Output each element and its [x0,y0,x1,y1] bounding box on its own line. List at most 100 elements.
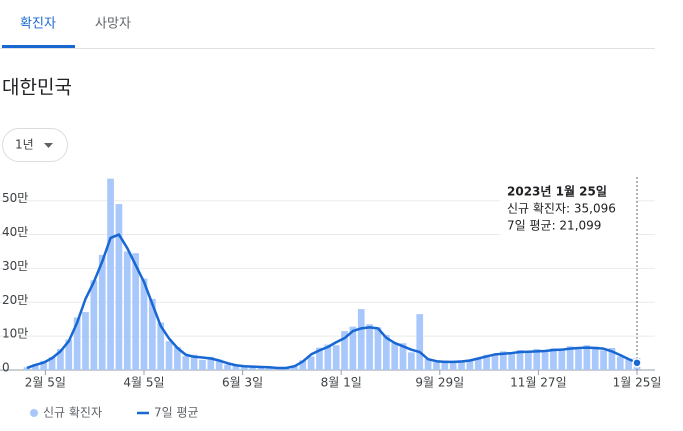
bar [600,350,607,370]
bar [366,324,373,370]
bar [349,326,357,370]
bar [182,356,190,370]
bar [550,348,557,370]
bar [149,298,156,370]
bar [90,280,98,370]
bar [616,356,624,370]
y-tick-label: 10만 [2,327,28,341]
bar [257,366,265,370]
y-tick-label: 0 [2,361,10,375]
y-tick-label: 50만 [2,191,28,205]
bar [132,253,139,370]
dropdown-box[interactable] [2,128,68,162]
bar [499,351,507,370]
x-tick-label: 8월 1일 [321,376,362,390]
bar [558,349,566,370]
line [26,233,638,370]
bar [82,312,89,370]
bar [232,364,240,370]
bar [316,347,323,370]
bar [608,347,616,370]
dropdown-caret[interactable] [44,143,53,148]
bar [566,346,574,370]
bar [249,366,256,370]
bar [215,359,223,370]
legend: 신규 확진자 7일 평균 [30,406,199,420]
bar [265,367,273,370]
x-tick-label: 2월 5일 [25,376,66,390]
bar [107,178,114,370]
plot: 0 10만 20만 30만 40만 50만 2월 5일 4월 5일 6월 3일 8월 1일 9월 2… [0,177,661,390]
y-tick-label: 40만 [2,225,28,239]
bar [32,364,39,370]
bar [416,314,424,370]
bar [332,345,340,370]
y-tick-label: 20만 [2,293,28,307]
bar [474,357,482,370]
x-tick-label: 1월 25일 [613,376,662,390]
bar [357,309,365,370]
bar [408,352,415,370]
bar [591,346,599,370]
range-dropdown[interactable]: 1년 [2,128,68,162]
tab[interactable]: 사망자 [95,17,131,32]
bar [583,345,591,370]
bar [65,339,73,370]
bar [307,356,315,370]
x-tick-label: 4월 5일 [123,376,164,390]
dropdown-label[interactable]: 1년 [15,138,34,152]
bar [224,364,231,370]
bar [382,335,390,370]
bar [115,204,123,370]
bar [324,344,332,370]
bar [525,352,532,370]
bar [575,349,582,370]
bar [165,341,173,370]
bar [399,343,407,370]
bar [491,355,499,370]
bar [466,359,474,370]
x-tick-label: 11월 27일 [510,376,566,390]
tooltip: 2023년 1월 25일 신규 확진자: 35,096 7일 평균: 21,09… [500,178,636,236]
bar [98,254,106,370]
tab-indicator [2,45,75,48]
bar [483,354,490,370]
bar [374,327,382,370]
bar [391,342,399,370]
bar [73,317,81,370]
y-tick-label: 30만 [2,259,28,273]
bar [625,358,632,370]
bar [140,278,148,370]
bar [123,251,131,370]
bar [48,357,56,370]
bar [291,365,298,370]
hover-point [632,358,642,368]
bar [458,360,465,370]
region-title: 대한민국 [2,77,72,99]
bar [240,365,248,370]
bar [207,356,215,370]
legend-label: 7일 평균 [154,406,199,420]
bar [299,360,307,370]
bar [157,322,165,370]
x-tick-label: 9월 29일 [415,376,464,390]
bar [441,360,449,370]
x-tick-label: 6월 3일 [222,376,263,390]
bar [57,349,64,370]
bar [516,350,524,370]
tab[interactable]: 확진자 [20,17,56,32]
bar [433,362,440,370]
tooltip-line: 7일 평균: 21,099 [507,219,601,233]
tooltip-line: 신규 확진자: 35,096 [507,202,616,216]
bar [199,359,206,370]
bar [449,362,457,370]
bar [40,360,48,370]
bar [174,346,181,370]
bar [508,354,515,370]
bar [541,352,549,370]
legend-label: 신규 확진자 [43,406,102,420]
bar [23,367,31,370]
bar [190,354,198,370]
tooltip-title: 2023년 1월 25일 [507,184,607,199]
